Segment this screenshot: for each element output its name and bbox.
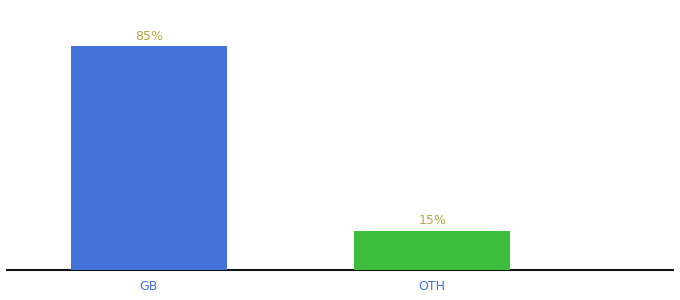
- Bar: [354, 231, 510, 270]
- Text: 15%: 15%: [418, 214, 446, 227]
- Bar: [71, 46, 226, 270]
- Text: 85%: 85%: [135, 29, 163, 43]
